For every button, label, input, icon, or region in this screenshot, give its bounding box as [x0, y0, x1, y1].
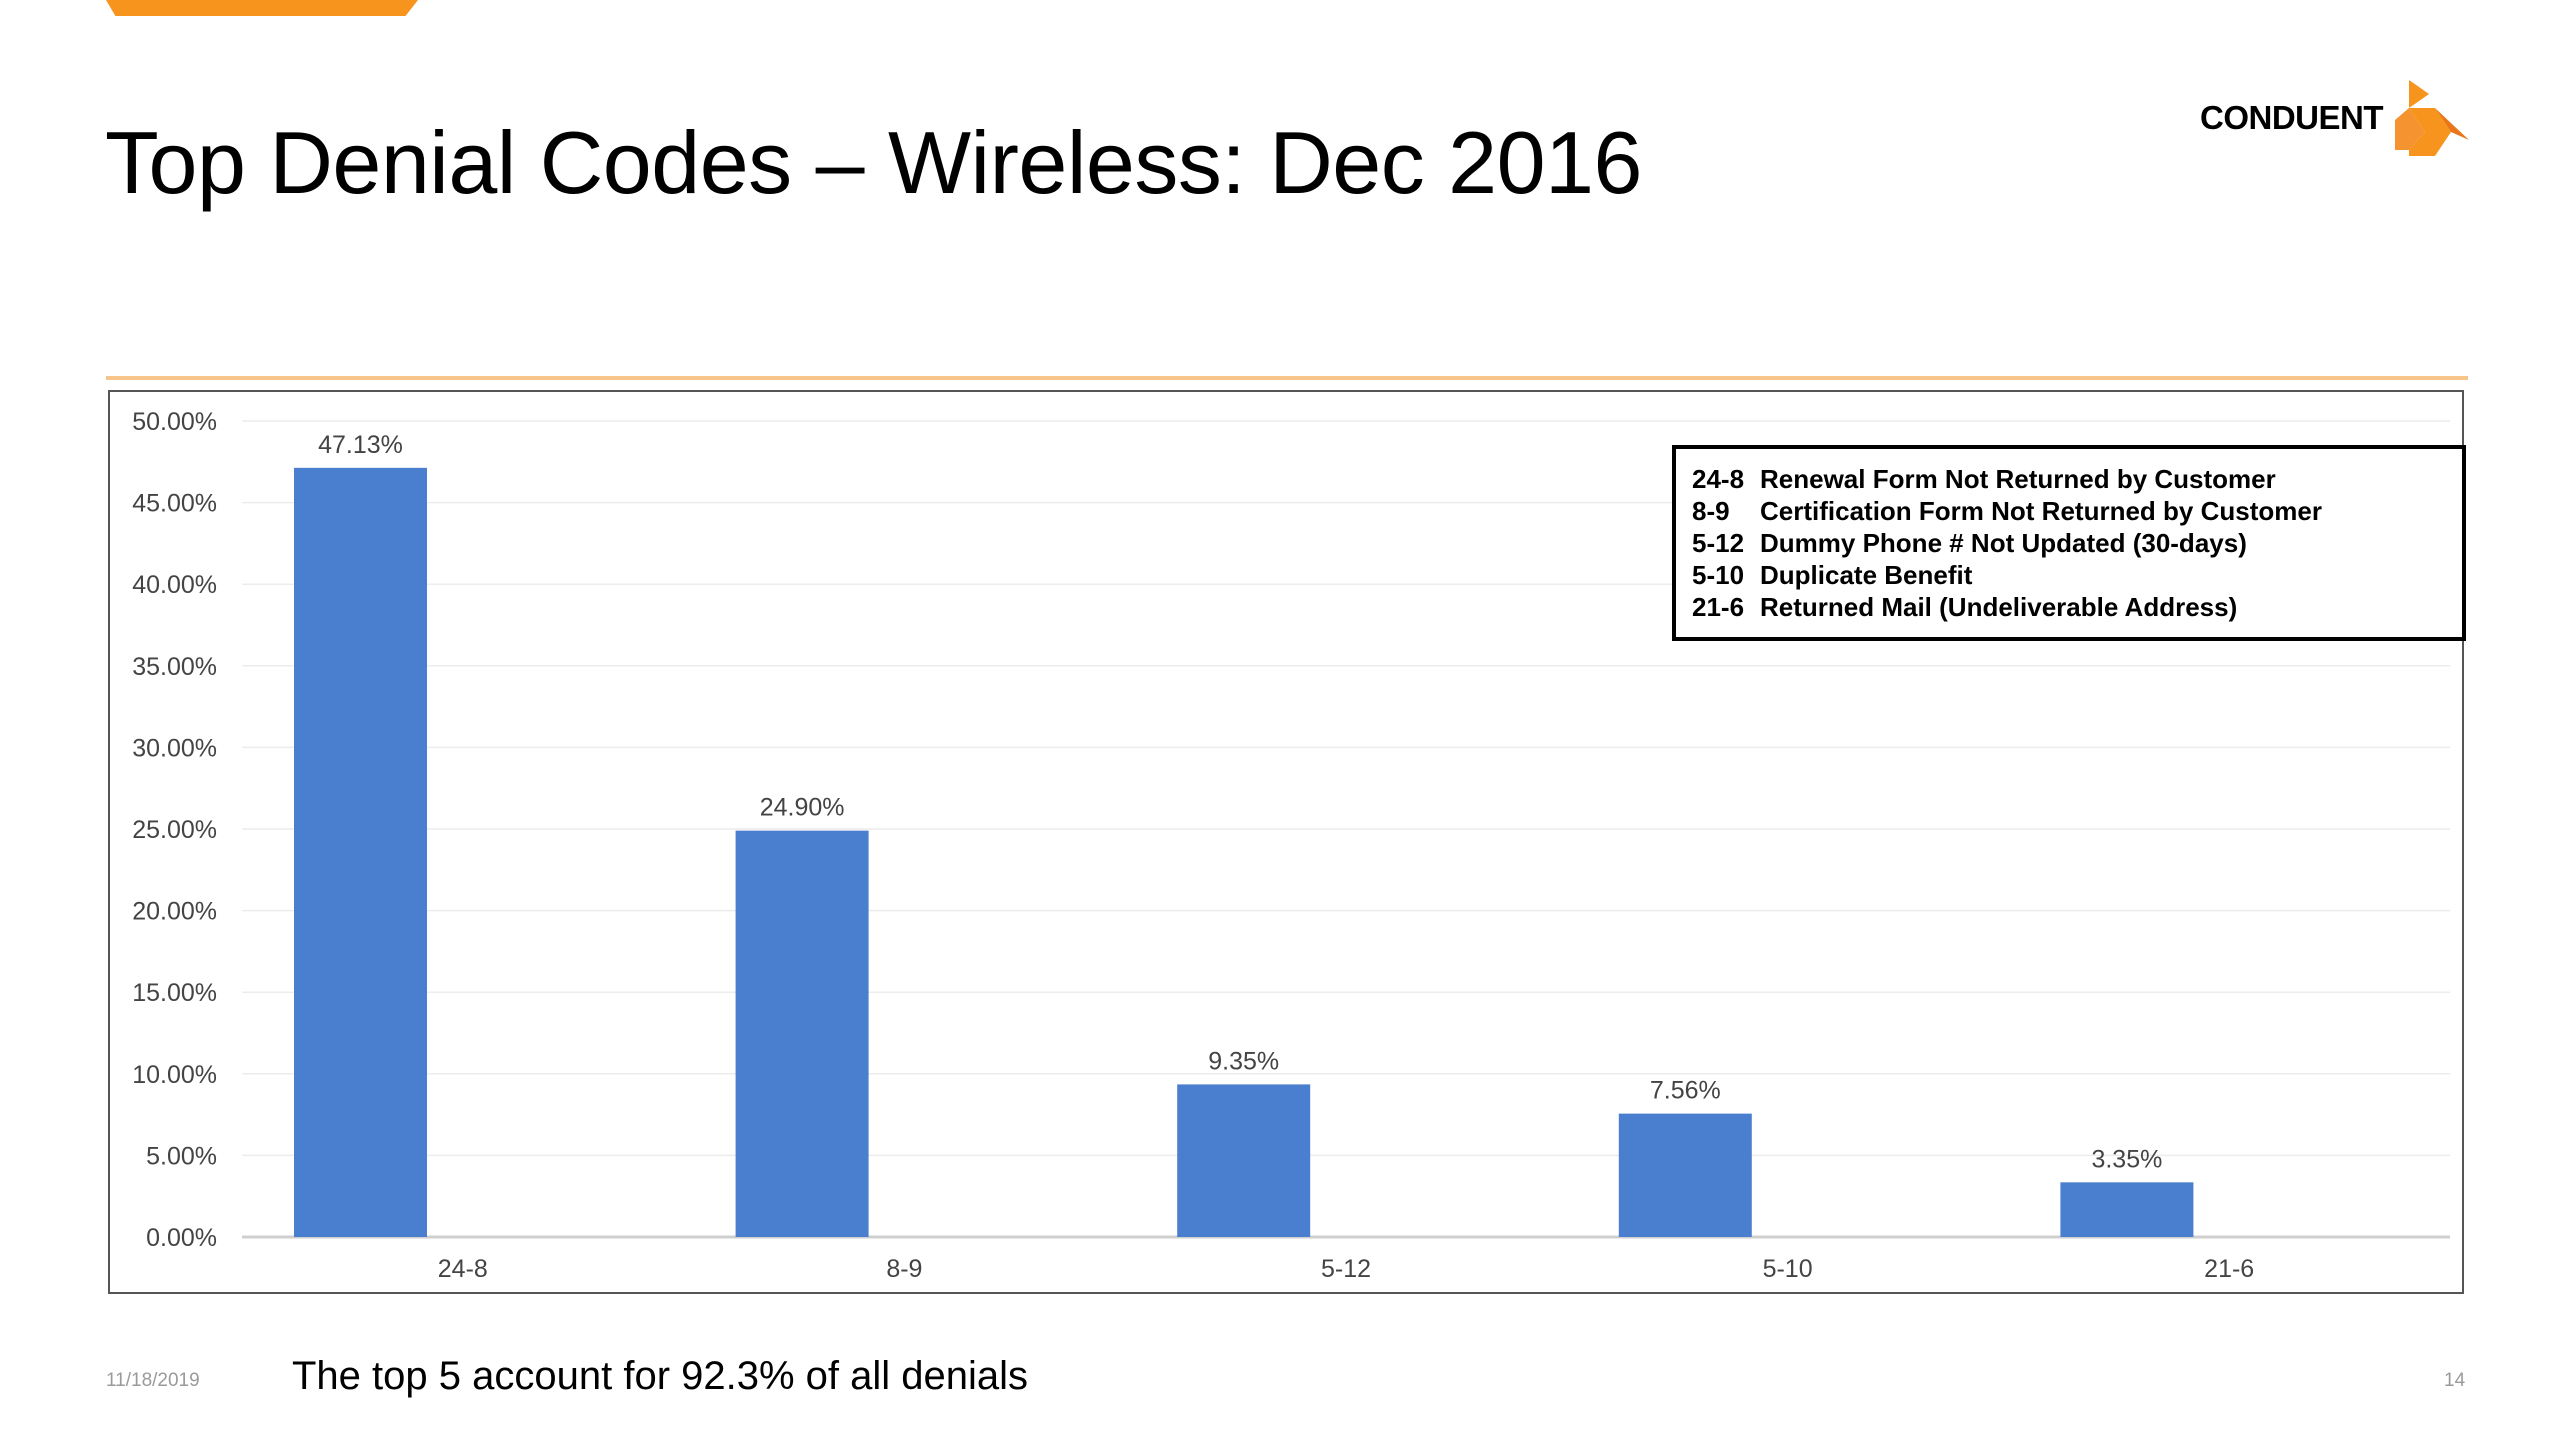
- legend-item: 21-6 Returned Mail (Undeliverable Address…: [1692, 591, 2462, 623]
- footer-date: 11/18/2019: [106, 1370, 200, 1391]
- bar: [2060, 1182, 2194, 1237]
- y-tick-label: 15.00%: [132, 979, 217, 1007]
- page-title: Top Denial Codes – Wireless: Dec 2016: [105, 113, 1642, 212]
- legend-label: Dummy Phone # Not Updated (30-days): [1760, 528, 2247, 558]
- x-tick-label: 24-8: [438, 1255, 488, 1283]
- legend-code: 5-12: [1692, 528, 1745, 558]
- conduent-logo-icon: [2395, 80, 2469, 156]
- page-number: 14: [2444, 1370, 2466, 1391]
- y-tick-label: 10.00%: [132, 1061, 217, 1089]
- x-tick-label: 5-12: [1321, 1255, 1371, 1283]
- data-labels: 47.13% 24.90% 9.35% 7.56% 3.35%: [318, 431, 2162, 1173]
- top-accent-bar: [106, 0, 418, 16]
- legend-item: 24-8 Renewal Form Not Returned by Custome…: [1692, 463, 2462, 495]
- data-label: 47.13%: [318, 431, 403, 459]
- data-label: 24.90%: [760, 794, 845, 822]
- legend-label: Duplicate Benefit: [1760, 560, 1973, 590]
- y-tick-label: 35.00%: [132, 653, 217, 681]
- x-tick-label: 5-10: [1763, 1255, 1813, 1283]
- legend-code: 8-9: [1692, 496, 1730, 526]
- y-tick-label: 40.00%: [132, 571, 217, 599]
- bars: [294, 467, 2194, 1238]
- bar: [735, 830, 869, 1237]
- x-tick-label: 21-6: [2204, 1255, 2254, 1283]
- legend-item: 5-10 Duplicate Benefit: [1692, 559, 2462, 591]
- chart-frame: [108, 390, 2464, 1294]
- footer-note: The top 5 account for 92.3% of all denia…: [292, 1354, 1029, 1398]
- y-tick-label: 50.00%: [132, 408, 217, 436]
- legend-code: 24-8: [1692, 464, 1745, 494]
- legend-item: 5-12 Dummy Phone # Not Updated (30-days): [1692, 527, 2462, 559]
- x-axis-tick-labels: 24-8 8-9 5-12 5-10 21-6: [438, 1255, 2254, 1283]
- y-tick-label: 30.00%: [132, 734, 217, 762]
- y-tick-label: 5.00%: [146, 1142, 217, 1170]
- bar: [294, 467, 427, 1238]
- legend: 24-8 Renewal Form Not Returned by Custome…: [1672, 445, 2466, 641]
- legend-item: 8-9 Certification Form Not Returned by Cu…: [1692, 495, 2462, 527]
- y-tick-label: 0.00%: [146, 1224, 217, 1252]
- legend-code: 5-10: [1692, 560, 1745, 590]
- data-label: 9.35%: [1208, 1047, 1279, 1075]
- logo: CONDUENT: [2200, 78, 2469, 158]
- y-axis-tick-labels: 0.00% 5.00% 10.00% 15.00% 20.00% 25.00% 30.00%…: [132, 408, 217, 1252]
- y-tick-label: 20.00%: [132, 898, 217, 926]
- x-tick-label: 8-9: [886, 1255, 922, 1283]
- legend-code: 21-6: [1692, 592, 1745, 622]
- data-label: 3.35%: [2091, 1145, 2162, 1173]
- data-label: 7.56%: [1650, 1077, 1721, 1105]
- legend-label: Returned Mail (Undeliverable Address): [1760, 592, 2238, 622]
- y-tick-label: 25.00%: [132, 816, 217, 844]
- logo-text: CONDUENT: [2200, 99, 2384, 136]
- legend-label: Renewal Form Not Returned by Customer: [1760, 464, 2276, 494]
- y-tick-label: 45.00%: [132, 490, 217, 518]
- header-rule: [106, 376, 2468, 380]
- bar: [1177, 1084, 1311, 1237]
- bar: [1618, 1113, 1752, 1237]
- legend-label: Certification Form Not Returned by Custo…: [1760, 496, 2322, 526]
